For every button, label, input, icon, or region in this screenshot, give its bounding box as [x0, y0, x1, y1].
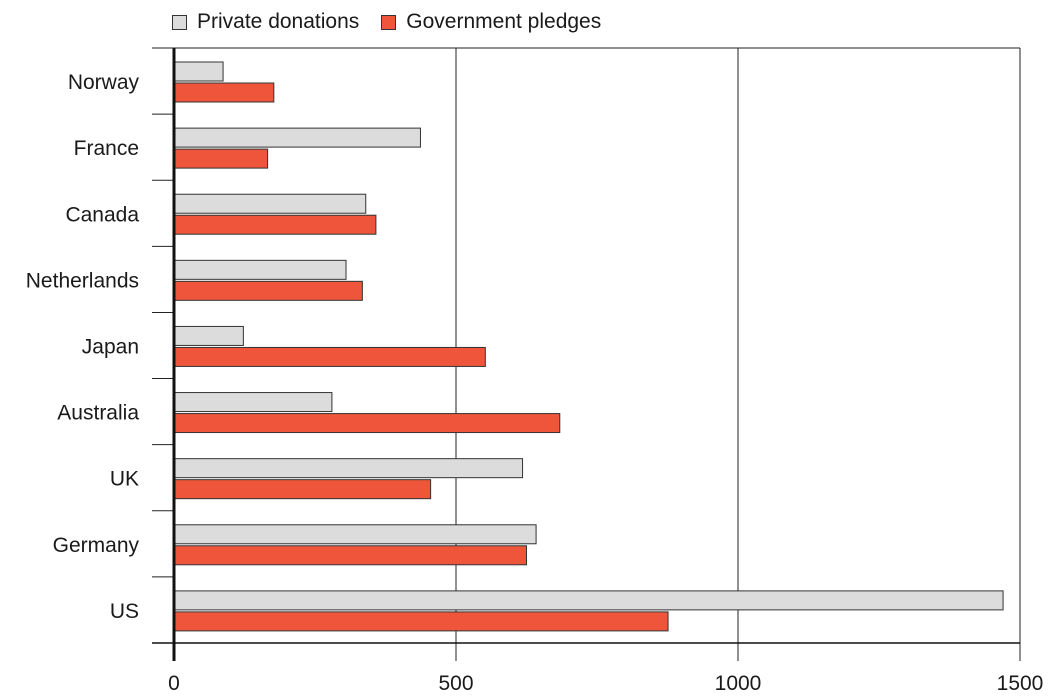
bar-government: [173, 413, 561, 434]
bar-government: [173, 82, 275, 103]
bar-government: [173, 611, 669, 632]
bar-private: [173, 325, 244, 346]
legend-item-government: Government pledges: [381, 10, 601, 34]
bar-private: [173, 524, 537, 545]
legend-item-private: Private donations: [172, 10, 359, 34]
category-label: Australia: [57, 402, 139, 425]
category-label: Norway: [68, 71, 140, 94]
category-label: UK: [110, 468, 139, 491]
category-label: Japan: [82, 336, 139, 359]
bar-government: [173, 479, 432, 500]
bar-government: [173, 214, 377, 235]
category-label: Netherlands: [26, 269, 139, 292]
bar-government: [173, 148, 269, 169]
category-label: US: [110, 600, 139, 623]
bar-private: [173, 590, 1004, 611]
bar-private: [173, 392, 333, 413]
x-tick-label: 1000: [715, 672, 762, 695]
legend-label-government: Government pledges: [406, 10, 602, 33]
category-label: France: [74, 137, 139, 160]
x-tick-label: 500: [438, 672, 473, 695]
bar-private: [173, 127, 421, 148]
legend-swatch-private: [172, 14, 187, 30]
legend-label-private: Private donations: [197, 10, 360, 33]
chart-legend: Private donations Government pledges: [172, 8, 623, 36]
legend-swatch-government: [381, 14, 397, 30]
bar-private: [173, 458, 524, 479]
bar-government: [173, 545, 527, 566]
bar-private: [173, 193, 367, 214]
x-tick-label: 0: [168, 672, 180, 695]
bar-government: [173, 280, 363, 301]
bar-private: [173, 61, 224, 82]
x-tick-label: 1500: [997, 672, 1044, 695]
category-label: Germany: [53, 534, 140, 557]
category-label: Canada: [65, 203, 139, 226]
bar-private: [173, 259, 347, 280]
bar-government: [173, 346, 486, 367]
